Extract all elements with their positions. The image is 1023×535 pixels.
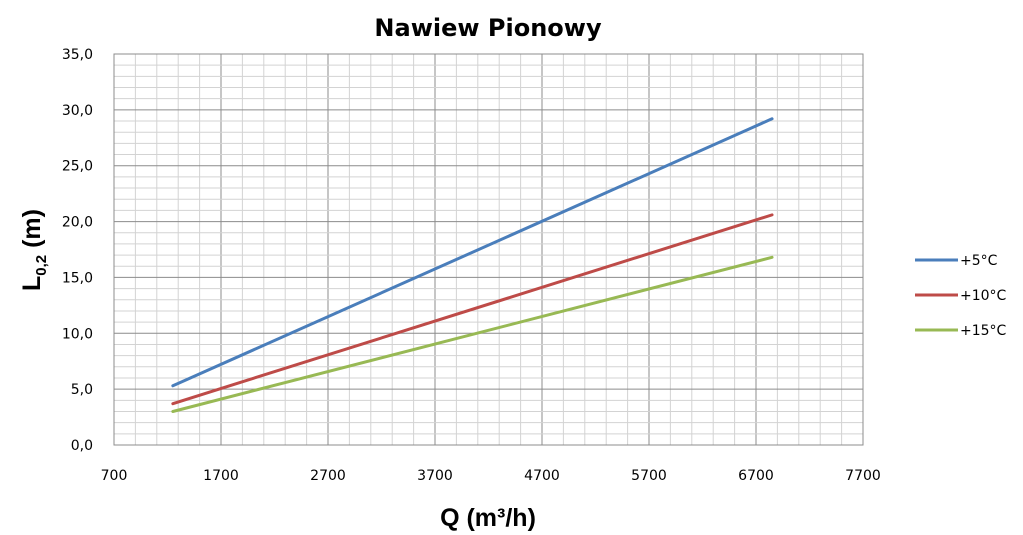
x-tick-label: 1700 (203, 468, 239, 484)
x-tick-label: 4700 (524, 468, 560, 484)
y-tick-label: 35,0 (62, 47, 93, 63)
x-axis-ticks: 700 1700 2700 3700 4700 5700 6700 7700 (101, 468, 881, 484)
x-tick-label: 3700 (417, 468, 453, 484)
plot-area (113, 53, 864, 446)
x-tick-label: 2700 (310, 468, 346, 484)
legend: +5°C +10°C +15°C (915, 253, 1007, 339)
y-tick-label: 30,0 (62, 103, 93, 119)
y-axis-title-unit: (m) (18, 209, 46, 255)
y-axis-ticks: 0,0 5,0 10,0 15,0 20,0 25,0 30,0 35,0 (62, 47, 93, 454)
chart-title: Nawiew Pionowy (374, 14, 602, 42)
x-tick-label: 700 (101, 468, 128, 484)
y-tick-label: 0,0 (71, 438, 93, 454)
y-axis-title-main: L (18, 276, 46, 291)
legend-label-1: +5°C (960, 253, 998, 269)
y-tick-label: 25,0 (62, 159, 93, 175)
grid (114, 54, 863, 445)
x-tick-label: 6700 (738, 468, 774, 484)
series-line-1 (171, 117, 774, 388)
legend-label-3: +15°C (960, 323, 1007, 339)
y-axis-title: L0,2 (m) (18, 209, 50, 291)
x-axis-title: Q (m³/h) (440, 504, 536, 532)
y-axis-title-subscript: 0,2 (33, 255, 50, 276)
y-tick-label: 15,0 (62, 270, 93, 286)
legend-label-2: +10°C (960, 288, 1007, 304)
series-lines (171, 117, 774, 413)
series-line-3 (171, 255, 774, 413)
y-tick-label: 5,0 (71, 382, 93, 398)
y-tick-label: 20,0 (62, 215, 93, 231)
x-tick-label: 5700 (631, 468, 667, 484)
x-tick-label: 7700 (845, 468, 881, 484)
series-line-2 (171, 213, 774, 406)
y-tick-label: 10,0 (62, 326, 93, 342)
